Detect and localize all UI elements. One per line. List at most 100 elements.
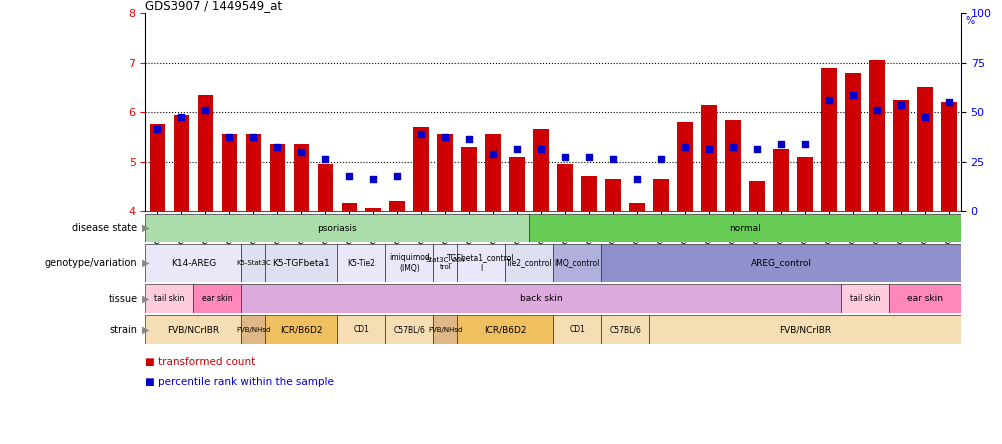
Bar (600, 315, 648, 344)
Bar (557, 164, 572, 211)
Bar (341, 203, 357, 211)
Bar (916, 87, 932, 211)
Point (317, 155, 333, 163)
Bar (581, 176, 596, 211)
Point (437, 133, 453, 140)
Text: tail skin: tail skin (154, 294, 184, 303)
Point (389, 173, 405, 180)
Bar (413, 127, 429, 211)
Bar (241, 315, 266, 344)
Text: Tie2_control: Tie2_control (505, 258, 552, 268)
Bar (892, 100, 908, 211)
Point (173, 114, 189, 121)
Text: strain: strain (109, 325, 137, 335)
Point (797, 141, 813, 148)
Point (748, 146, 765, 153)
Text: ■ transformed count: ■ transformed count (145, 357, 256, 367)
Bar (149, 124, 165, 211)
Text: K5-TGFbeta1: K5-TGFbeta1 (273, 258, 330, 268)
Text: TGFbeta1_control
l: TGFbeta1_control l (447, 254, 514, 273)
Bar (676, 122, 692, 211)
Text: tissue: tissue (108, 293, 137, 304)
Text: imiquimod
(IMQ): imiquimod (IMQ) (389, 254, 429, 273)
Point (413, 131, 429, 138)
Point (724, 143, 740, 150)
Point (197, 106, 213, 113)
Point (700, 146, 716, 153)
Bar (648, 315, 960, 344)
Point (149, 126, 165, 133)
Text: ear skin: ear skin (201, 294, 232, 303)
Point (652, 155, 668, 163)
Bar (337, 315, 385, 344)
Text: Stat3C_con
trol: Stat3C_con trol (425, 256, 465, 270)
Bar (433, 244, 457, 282)
Bar (437, 135, 453, 211)
Bar (145, 244, 241, 282)
Text: ICR/B6D2: ICR/B6D2 (280, 325, 323, 334)
Bar (385, 244, 433, 282)
Text: ear skin: ear skin (906, 294, 942, 303)
Bar (700, 105, 716, 211)
Bar (245, 135, 261, 211)
Bar (600, 244, 960, 282)
Text: GDS3907 / 1449549_at: GDS3907 / 1449549_at (145, 0, 283, 12)
Text: disease state: disease state (72, 223, 137, 233)
Bar (197, 95, 213, 211)
Text: back skin: back skin (519, 294, 562, 303)
Point (485, 151, 501, 158)
Bar (221, 135, 236, 211)
Bar (821, 67, 836, 211)
Text: psoriasis: psoriasis (318, 224, 357, 233)
Text: AREG_control: AREG_control (749, 258, 811, 268)
Bar (461, 147, 477, 211)
Point (461, 136, 477, 143)
Bar (318, 164, 333, 211)
Bar (485, 135, 500, 211)
Point (604, 155, 620, 163)
Bar (193, 284, 241, 313)
Bar (457, 244, 505, 282)
Text: genotype/variation: genotype/variation (45, 258, 137, 268)
Text: IMQ_control: IMQ_control (554, 258, 599, 268)
Bar (748, 181, 765, 211)
Point (676, 143, 692, 150)
Text: FVB/NCrIBR: FVB/NCrIBR (779, 325, 831, 334)
Text: K5-Stat3C: K5-Stat3C (235, 260, 271, 266)
Bar (869, 60, 884, 211)
Bar (940, 102, 956, 211)
Text: ▶: ▶ (142, 293, 149, 304)
Bar (840, 284, 888, 313)
Text: ▶: ▶ (142, 325, 149, 335)
Point (868, 106, 884, 113)
Point (628, 175, 644, 182)
Bar (241, 244, 266, 282)
Bar (173, 115, 189, 211)
Text: ▶: ▶ (142, 258, 149, 268)
Point (365, 175, 381, 182)
Text: C57BL/6: C57BL/6 (393, 325, 425, 334)
Point (916, 114, 932, 121)
Text: ■ percentile rank within the sample: ■ percentile rank within the sample (145, 377, 334, 387)
Text: tail skin: tail skin (849, 294, 879, 303)
Text: %: % (965, 16, 974, 26)
Text: ▶: ▶ (142, 223, 149, 233)
Point (773, 141, 789, 148)
Text: CD1: CD1 (568, 325, 584, 334)
Point (293, 148, 309, 155)
Bar (145, 315, 241, 344)
Bar (433, 315, 457, 344)
Point (556, 153, 572, 160)
Bar (266, 244, 337, 282)
Text: C57BL/6: C57BL/6 (608, 325, 640, 334)
Text: K5-Tie2: K5-Tie2 (347, 258, 375, 268)
Bar (385, 315, 433, 344)
Point (221, 133, 237, 140)
Bar (553, 244, 600, 282)
Bar (529, 214, 960, 242)
Point (509, 146, 525, 153)
Bar (241, 284, 840, 313)
Point (533, 146, 549, 153)
Bar (145, 284, 193, 313)
Bar (294, 144, 309, 211)
